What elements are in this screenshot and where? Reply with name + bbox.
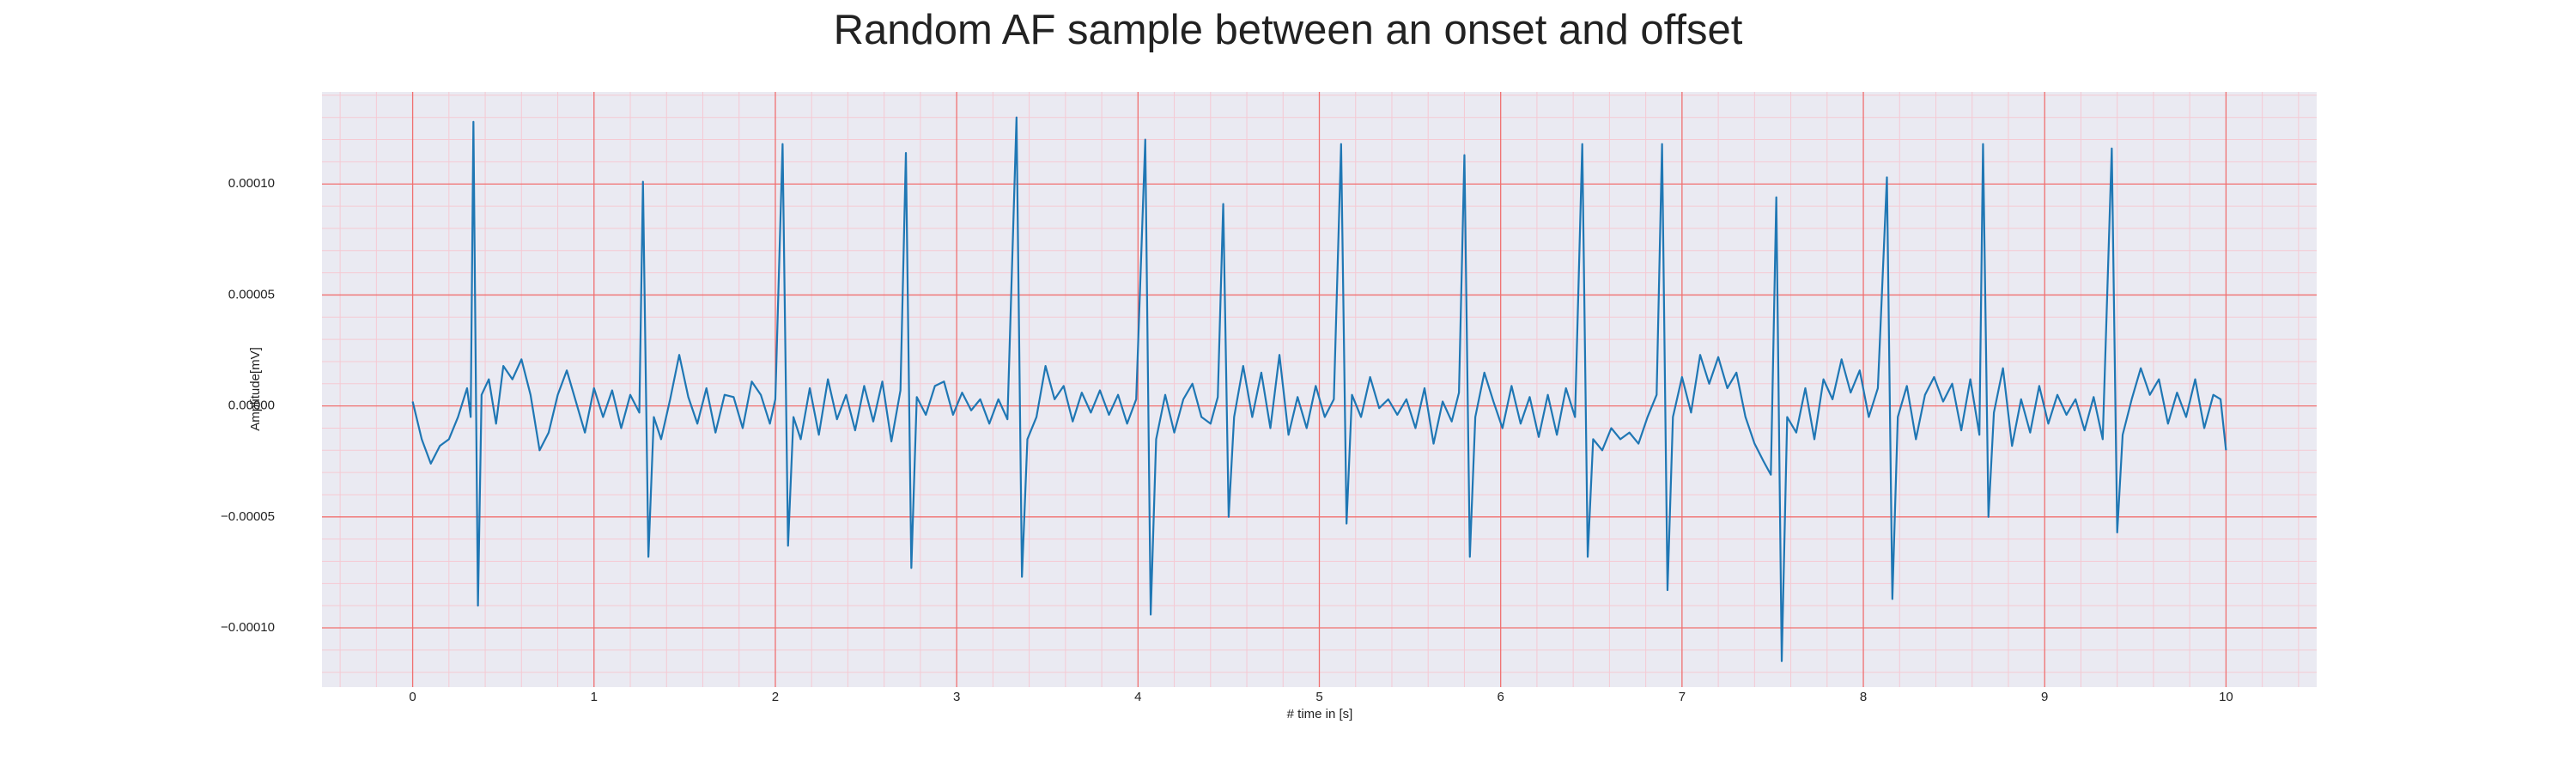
x-tick-label: 5 <box>1315 690 1322 704</box>
y-axis-label: Amplitude[mV] <box>248 347 263 431</box>
x-tick-label: 8 <box>1860 690 1867 704</box>
y-tick-label: −0.00005 <box>221 509 275 524</box>
y-tick-label: −0.00010 <box>221 620 275 635</box>
signal-line <box>411 116 2227 662</box>
x-tick-label: 2 <box>772 690 779 704</box>
x-tick-label: 1 <box>591 690 598 704</box>
x-tick-label: 6 <box>1498 690 1504 704</box>
x-tick-label: 10 <box>2219 690 2233 704</box>
x-tick-label: 0 <box>409 690 416 704</box>
chart-title: Random AF sample between an onset and of… <box>834 7 1743 53</box>
y-tick-label: 0.00000 <box>228 399 275 413</box>
x-tick-label: 7 <box>1679 690 1686 704</box>
x-axis-label: # time in [s] <box>1287 707 1353 721</box>
x-tick-label: 9 <box>2041 690 2048 704</box>
x-tick-label: 3 <box>953 690 960 704</box>
y-tick-label: 0.00010 <box>228 176 275 191</box>
x-tick-label: 4 <box>1134 690 1141 704</box>
y-tick-label: 0.00005 <box>228 287 275 301</box>
